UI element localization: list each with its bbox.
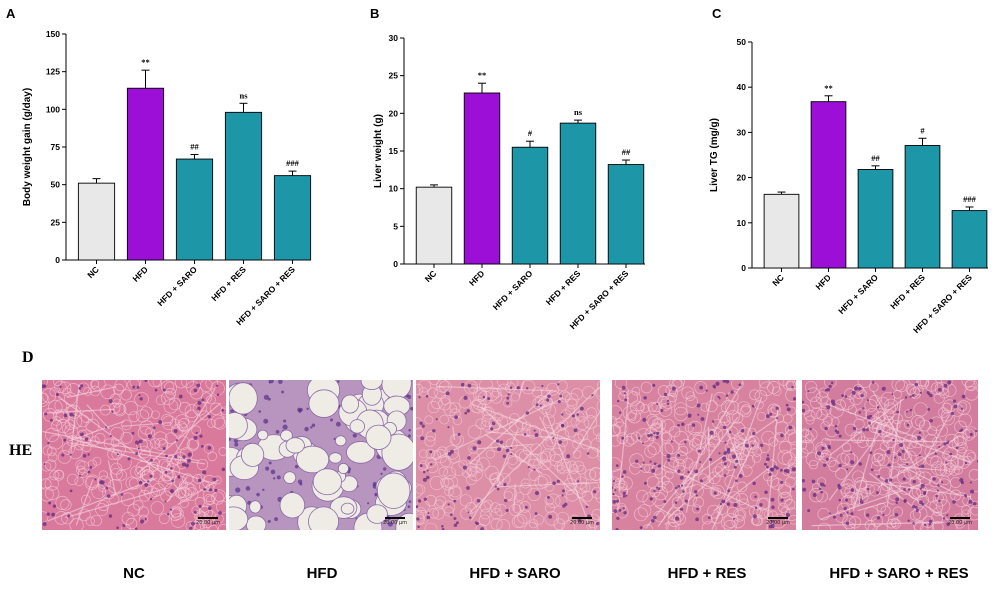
y-tick-label: 10 — [389, 184, 399, 194]
bar — [511, 146, 549, 265]
y-tick-label: 100 — [46, 104, 60, 114]
bar — [559, 122, 597, 265]
y-tick-label: 30 — [737, 127, 747, 137]
group-label-hfd-saro: HFD + SARO — [469, 565, 561, 582]
scale-bar: 20.00 μm — [383, 517, 407, 526]
significance-label: ** — [141, 57, 150, 67]
scale-bar: 20.00 μm — [948, 517, 972, 526]
x-tick-label: HFD — [467, 268, 486, 287]
panel-letter-b: B — [370, 6, 379, 21]
scale-text: 20.00 μm — [383, 520, 407, 526]
significance-label: ns — [574, 107, 583, 117]
y-axis-title: Body weight gain (g/day) — [22, 88, 33, 206]
bar — [77, 182, 116, 261]
group-label-nc: NC — [123, 565, 145, 582]
x-tick-label: HFD + SARO — [155, 264, 199, 308]
y-tick-label: 25 — [389, 71, 399, 81]
significance-label: ### — [286, 158, 300, 168]
y-tick-label: 150 — [46, 29, 60, 39]
tissue-texture — [416, 380, 600, 530]
micrograph-hfd-res: 20.00 μm — [612, 380, 796, 530]
bar — [126, 87, 165, 261]
bar — [273, 175, 312, 261]
micrograph-hfd-saro-res: 20.00 μm — [802, 380, 978, 530]
significance-label: ## — [190, 142, 199, 152]
y-tick-label: 50 — [737, 37, 747, 47]
y-tick-label: 0 — [393, 259, 398, 269]
tissue-texture — [229, 380, 413, 530]
group-label-hfd-saro-res: HFD + SARO + RES — [829, 565, 969, 582]
significance-label: ## — [871, 153, 880, 163]
x-tick-label: NC — [85, 264, 101, 280]
scale-text: 20.00 μm — [766, 520, 790, 526]
x-tick-label: NC — [423, 268, 439, 284]
scale-text: 20.00 μm — [948, 520, 972, 526]
y-tick-label: 75 — [51, 142, 61, 152]
significance-label: ns — [239, 90, 248, 100]
significance-label: ** — [478, 70, 487, 80]
bar — [904, 145, 941, 269]
x-tick-label: HFD + RES — [888, 272, 927, 311]
scale-bar: 20.00 μm — [766, 517, 790, 526]
micrograph-nc: 20.00 μm — [42, 380, 226, 530]
y-axis-title: Liver TG (mg/g) — [709, 118, 720, 192]
bar — [415, 186, 453, 265]
tissue-texture — [802, 380, 978, 530]
x-tick-label: HFD — [130, 264, 149, 283]
significance-label: # — [528, 128, 533, 138]
group-label-hfd: HFD — [306, 565, 338, 582]
bar — [224, 111, 263, 261]
y-tick-label: 0 — [55, 255, 60, 265]
group-label-hfd-res: HFD + RES — [667, 565, 747, 582]
x-tick-label: HFD + SARO — [836, 272, 880, 316]
y-tick-label: 20 — [389, 108, 399, 118]
micrograph-hfd: 20.00 μm — [229, 380, 413, 530]
y-tick-label: 30 — [389, 33, 399, 43]
bar — [810, 101, 847, 269]
x-tick-label: HFD + RES — [544, 268, 583, 307]
bar — [951, 210, 988, 269]
bar — [463, 92, 501, 265]
x-tick-label: HFD + SARO — [491, 268, 535, 312]
tissue-texture — [612, 380, 796, 530]
bar — [175, 158, 214, 261]
bar — [607, 164, 645, 265]
significance-label: ### — [963, 194, 977, 204]
panel-letter-c: C — [712, 6, 722, 21]
y-tick-label: 15 — [389, 146, 399, 156]
significance-label: ** — [824, 83, 833, 93]
bar — [857, 169, 894, 269]
y-tick-label: 0 — [741, 263, 746, 273]
scale-bar: 20.00 μm — [570, 517, 594, 526]
x-tick-label: NC — [770, 272, 786, 288]
y-tick-label: 50 — [51, 180, 61, 190]
panel-letter-d: D — [22, 349, 34, 366]
y-tick-label: 40 — [737, 82, 747, 92]
y-tick-label: 125 — [46, 67, 60, 77]
x-tick-label: HFD + RES — [209, 264, 248, 303]
scale-text: 20.00 μm — [196, 520, 220, 526]
panel-letter-a: A — [6, 6, 16, 21]
y-tick-label: 5 — [393, 221, 398, 231]
scale-text: 20.00 μm — [570, 520, 594, 526]
tissue-texture — [42, 380, 226, 530]
y-axis-title: Liver weight (g) — [373, 114, 384, 188]
y-tick-label: 10 — [737, 218, 747, 228]
x-tick-label: HFD — [813, 272, 832, 291]
y-tick-label: 20 — [737, 173, 747, 183]
significance-label: ## — [622, 147, 631, 157]
micrograph-hfd-saro: 20.00 μm — [416, 380, 600, 530]
y-tick-label: 25 — [51, 217, 61, 227]
bar — [763, 193, 800, 269]
scale-bar: 20.00 μm — [196, 517, 220, 526]
stain-label: HE — [9, 442, 33, 459]
significance-label: # — [920, 125, 925, 135]
